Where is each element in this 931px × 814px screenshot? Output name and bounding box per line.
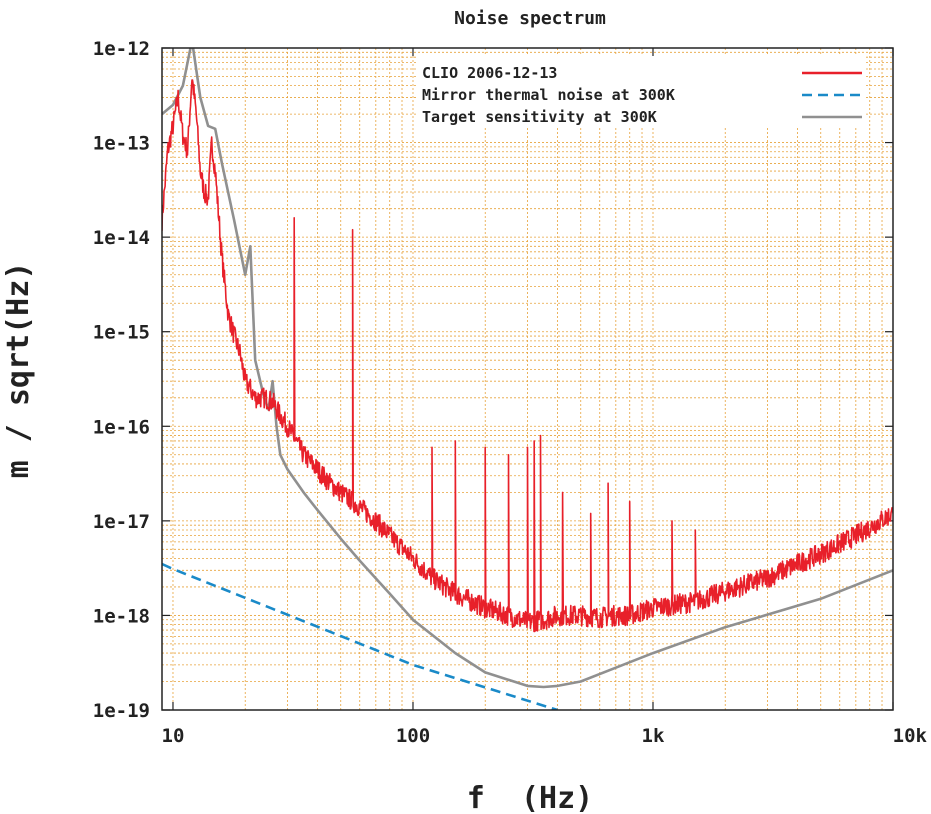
y-tick-labels: 1e-12 1e-13 1e-14 1e-15 1e-16 1e-17 1e-18 1e-19 bbox=[93, 38, 893, 722]
y-tick-label: 1e-14 bbox=[93, 227, 150, 249]
y-tick-label: 1e-13 bbox=[93, 133, 150, 155]
y-tick-label: 1e-17 bbox=[93, 511, 150, 533]
x-tick-label: 100 bbox=[396, 725, 430, 747]
y-axis-label: m / sqrt(Hz) bbox=[1, 262, 36, 479]
plot-frame bbox=[161, 47, 894, 711]
x-tick-label: 10k bbox=[893, 725, 928, 747]
legend-background bbox=[418, 56, 866, 126]
legend-label: Mirror thermal noise at 300K bbox=[422, 86, 675, 104]
y-tick-label: 1e-15 bbox=[93, 322, 150, 344]
x-axis-label: f (Hz) bbox=[467, 781, 593, 814]
series-line-0 bbox=[162, 79, 893, 633]
legend: CLIO 2006-12-13 Mirror thermal noise at 3… bbox=[418, 56, 866, 126]
y-tick-label: 1e-16 bbox=[93, 416, 150, 438]
series-line-2 bbox=[162, 48, 893, 689]
x-tick-label: 10 bbox=[162, 725, 185, 747]
chart-title: Noise spectrum bbox=[454, 8, 606, 29]
series-line-1 bbox=[162, 562, 558, 710]
y-tick-label: 1e-12 bbox=[93, 38, 150, 60]
legend-label: Target sensitivity at 300K bbox=[422, 108, 657, 126]
legend-label: CLIO 2006-12-13 bbox=[422, 64, 557, 82]
series-group bbox=[162, 48, 893, 710]
y-tick-label: 1e-19 bbox=[93, 700, 150, 722]
x-tick-label: 1k bbox=[642, 725, 665, 747]
y-tick-label: 1e-18 bbox=[93, 605, 150, 627]
x-tick-labels: 10 100 1k 10k bbox=[162, 48, 928, 747]
